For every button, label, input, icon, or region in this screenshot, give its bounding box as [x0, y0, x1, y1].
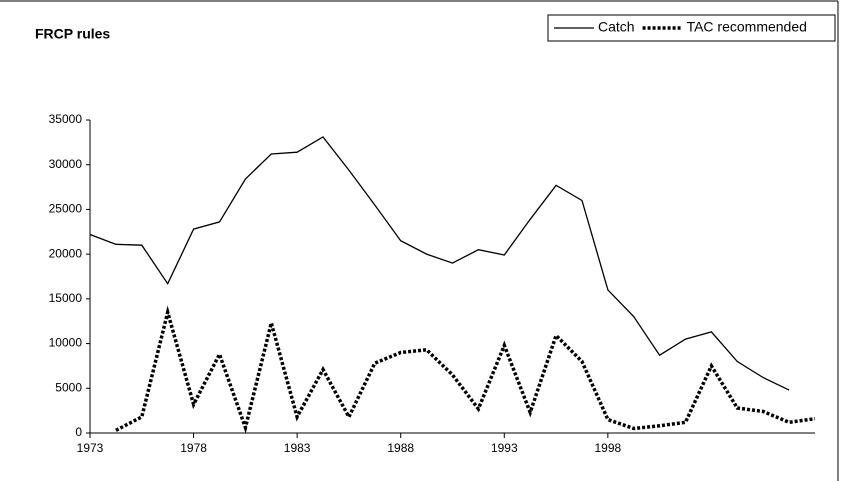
- x-tick-label: 1983: [284, 441, 311, 455]
- y-tick-label: 10000: [49, 336, 83, 350]
- x-tick-label: 1993: [491, 441, 518, 455]
- y-tick-label: 5000: [55, 380, 82, 394]
- y-tick-label: 30000: [49, 157, 83, 171]
- line-series: [89, 136, 790, 391]
- line-series: [115, 305, 816, 434]
- x-tick-label: 1978: [180, 441, 207, 455]
- y-tick-label: 15000: [49, 291, 83, 305]
- chart-title: FRCP rules: [35, 26, 110, 42]
- y-tick-label: 25000: [49, 202, 83, 216]
- legend-box: [547, 14, 836, 42]
- y-tick-label: 20000: [49, 246, 83, 260]
- y-tick-label: 35000: [49, 112, 83, 126]
- x-tick-label: 1998: [595, 441, 622, 455]
- x-tick-label: 1988: [387, 441, 414, 455]
- x-tick-label: 1973: [77, 441, 104, 455]
- legend-label: Catch: [598, 19, 635, 35]
- legend-label: TAC recommended: [687, 19, 807, 35]
- y-tick-label: 0: [75, 425, 82, 439]
